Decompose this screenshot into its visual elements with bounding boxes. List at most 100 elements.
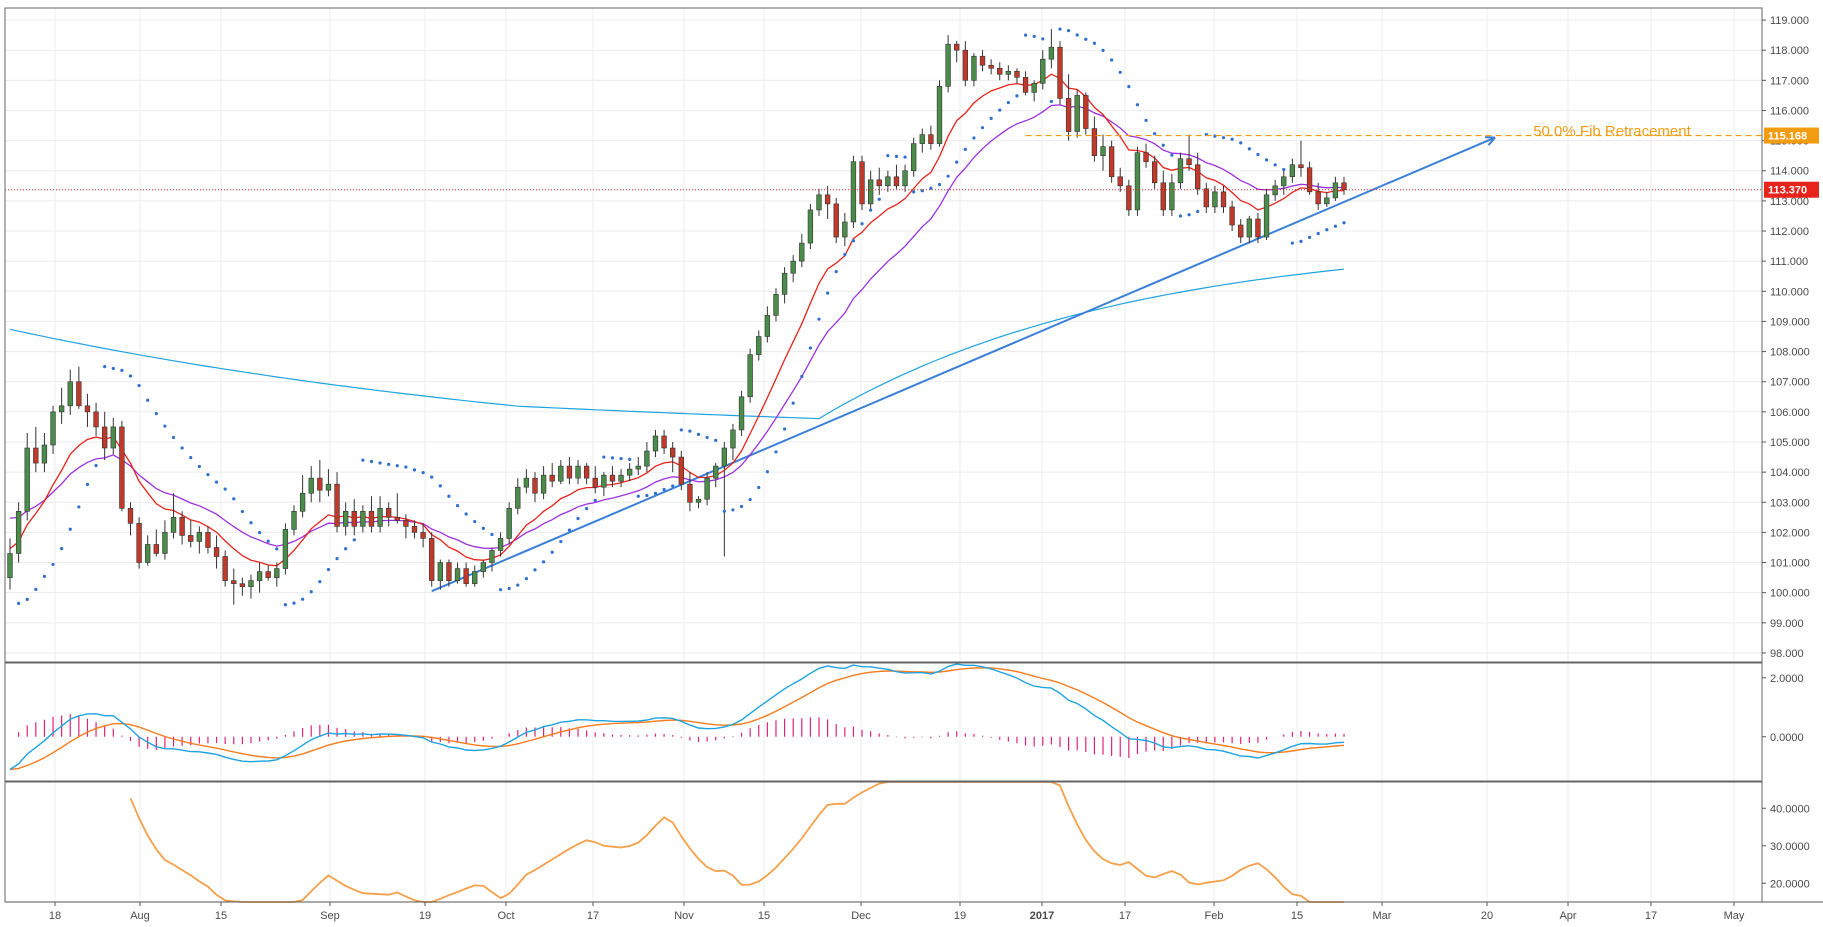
candle-body bbox=[420, 532, 426, 539]
psar-dot bbox=[619, 457, 623, 461]
candle bbox=[50, 405, 56, 455]
trendline-arrowhead bbox=[1484, 136, 1496, 146]
psar-dot bbox=[473, 519, 477, 524]
psar-dot bbox=[653, 491, 658, 495]
x-tick-label: 15 bbox=[1291, 910, 1303, 922]
adx-tick-label: 40.0000 bbox=[1770, 803, 1810, 815]
psar-dot bbox=[688, 429, 692, 433]
candle-body bbox=[1255, 218, 1261, 238]
psar-dot bbox=[34, 587, 38, 591]
y-tick-label: 108.000 bbox=[1770, 347, 1810, 359]
x-tick-label: 15 bbox=[758, 910, 770, 922]
candle bbox=[1134, 146, 1141, 216]
candle bbox=[342, 502, 349, 536]
psar-dot bbox=[671, 484, 675, 488]
candle-body bbox=[764, 315, 771, 337]
y-tick-label: 116.000 bbox=[1770, 105, 1809, 117]
candle-body bbox=[274, 568, 280, 578]
psar-dot bbox=[963, 147, 967, 151]
psar-dot bbox=[559, 539, 563, 544]
candle-body bbox=[429, 538, 435, 581]
candle-body bbox=[317, 477, 323, 491]
candle-body bbox=[170, 517, 177, 533]
candle bbox=[515, 478, 521, 515]
candle-body bbox=[41, 444, 48, 464]
candle-body bbox=[403, 520, 409, 527]
candle bbox=[635, 457, 641, 476]
psar-dot bbox=[77, 505, 81, 509]
candle-body bbox=[205, 532, 211, 548]
psar-dot bbox=[60, 546, 64, 551]
psar-dot bbox=[257, 530, 262, 535]
psar-dot bbox=[955, 160, 959, 164]
candle-body bbox=[626, 468, 633, 476]
candle bbox=[153, 529, 159, 557]
x-tick-label: 2017 bbox=[1030, 910, 1054, 922]
candle-body bbox=[936, 86, 943, 144]
y-tick-label: 99.000 bbox=[1770, 618, 1804, 630]
psar-dot bbox=[869, 208, 873, 212]
candle bbox=[360, 505, 366, 533]
candle bbox=[824, 185, 831, 219]
candle-body bbox=[308, 477, 314, 494]
y-tick-label: 106.000 bbox=[1770, 407, 1810, 419]
fib-retracement-label: 50.0% Fib Retracement bbox=[1533, 123, 1691, 140]
candle bbox=[549, 463, 555, 488]
x-tick-label: 18 bbox=[49, 910, 61, 922]
candle bbox=[1177, 152, 1184, 189]
candle bbox=[497, 532, 504, 557]
candle-body bbox=[196, 532, 203, 542]
x-tick-label: May bbox=[1724, 910, 1745, 922]
candle bbox=[291, 505, 297, 536]
candle-body bbox=[721, 447, 728, 467]
psar-dot bbox=[679, 428, 683, 432]
candle-body bbox=[1177, 158, 1184, 184]
psar-dot bbox=[1075, 33, 1079, 37]
candle bbox=[145, 535, 151, 566]
candle-body bbox=[1134, 152, 1141, 211]
candle-body bbox=[1014, 70, 1020, 78]
candle-body bbox=[282, 529, 289, 569]
y-tick-label: 117.000 bbox=[1770, 75, 1809, 87]
candle bbox=[781, 267, 788, 304]
candle bbox=[1255, 212, 1261, 244]
candle-body bbox=[110, 426, 116, 449]
candle bbox=[575, 460, 581, 485]
candle bbox=[265, 565, 271, 581]
x-tick-label: 17 bbox=[587, 910, 599, 922]
candle-body bbox=[911, 143, 917, 172]
psar-dot bbox=[344, 547, 348, 551]
candle bbox=[764, 306, 771, 343]
candle bbox=[566, 457, 573, 485]
candle bbox=[609, 466, 616, 488]
candle-body bbox=[979, 55, 986, 66]
psar-dot bbox=[1196, 209, 1200, 214]
candle bbox=[58, 387, 65, 424]
candle-body bbox=[377, 507, 383, 527]
psar-dot bbox=[214, 480, 219, 484]
psar-dot bbox=[94, 464, 98, 468]
candle-body bbox=[773, 294, 779, 316]
candle bbox=[1091, 116, 1098, 162]
candle bbox=[532, 472, 538, 503]
candle bbox=[592, 466, 598, 494]
psar-dot bbox=[834, 270, 838, 274]
candle bbox=[1005, 65, 1012, 81]
y-tick-label: 100.000 bbox=[1770, 588, 1810, 600]
psar-dot bbox=[980, 126, 985, 130]
psar-dot bbox=[765, 470, 769, 474]
candle bbox=[790, 255, 796, 283]
psar-dot bbox=[903, 155, 907, 159]
psar-dot bbox=[154, 412, 158, 416]
candle-body bbox=[1057, 46, 1063, 99]
y-tick-label: 98.000 bbox=[1770, 648, 1804, 660]
psar-dot bbox=[1273, 163, 1277, 167]
psar-dot bbox=[1333, 224, 1337, 228]
candle bbox=[480, 559, 487, 578]
psar-dot bbox=[1299, 239, 1303, 243]
candle bbox=[626, 463, 633, 482]
psar-dot bbox=[171, 435, 176, 440]
x-tick-label: 17 bbox=[1119, 910, 1131, 922]
psar-dot bbox=[223, 487, 227, 491]
candle-body bbox=[1332, 182, 1339, 199]
